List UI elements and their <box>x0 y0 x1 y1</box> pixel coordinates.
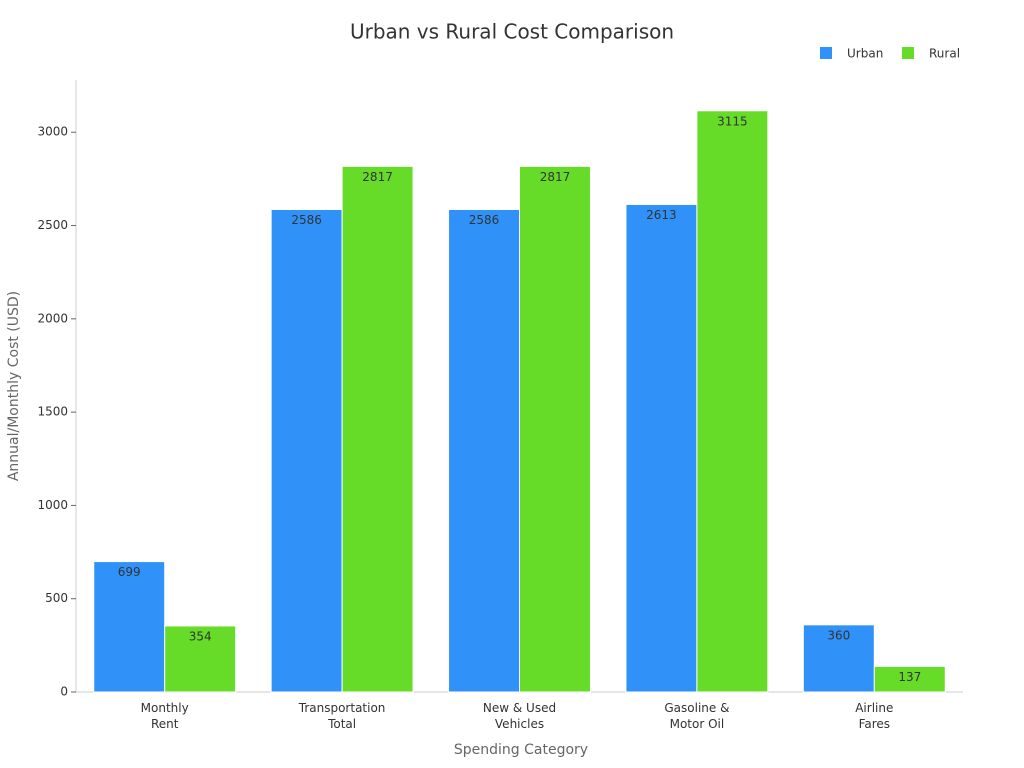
x-tick-label: Transportation Total <box>298 701 386 731</box>
x-tick-label: New & Used Vehicles <box>483 701 556 731</box>
bar <box>625 203 698 693</box>
bar <box>270 208 343 693</box>
data-label: 2586 <box>291 213 322 227</box>
data-label: 2613 <box>646 208 677 222</box>
y-axis-title: Annual/Monthly Cost (USD) <box>6 291 22 481</box>
data-label: 2586 <box>469 213 500 227</box>
legend-swatch <box>820 47 832 59</box>
y-tick-label: 500 <box>45 591 68 605</box>
data-label: 2817 <box>362 170 393 184</box>
data-label: 360 <box>827 628 850 642</box>
bar <box>873 665 946 693</box>
y-tick-label: 2500 <box>37 218 68 232</box>
legend-label: Urban <box>847 47 883 61</box>
bar <box>448 208 521 693</box>
x-axis-title: Spending Category <box>454 742 588 758</box>
chart-title: Urban vs Rural Cost Comparison <box>350 20 674 44</box>
bar <box>696 110 769 693</box>
y-tick-label: 1000 <box>37 498 68 512</box>
y-tick-label: 0 <box>60 685 68 699</box>
bar <box>93 561 166 693</box>
x-tick-label: Gasoline & Motor Oil <box>664 701 729 731</box>
legend-label: Rural <box>929 47 960 61</box>
data-label: 354 <box>189 629 212 643</box>
bar <box>802 624 875 693</box>
x-tick-label: Airline Fares <box>855 701 893 731</box>
x-tick-label: Monthly Rent <box>141 701 189 731</box>
bar <box>341 165 414 693</box>
data-label: 2817 <box>540 170 571 184</box>
bar <box>164 625 237 693</box>
y-tick-label: 2000 <box>37 311 68 325</box>
y-tick-label: 1500 <box>37 405 68 419</box>
bar <box>519 165 591 693</box>
data-label: 3115 <box>717 114 748 128</box>
data-label: 699 <box>118 565 141 579</box>
y-tick-label: 3000 <box>37 125 68 139</box>
legend-swatch <box>902 47 914 59</box>
data-label: 137 <box>898 670 921 684</box>
